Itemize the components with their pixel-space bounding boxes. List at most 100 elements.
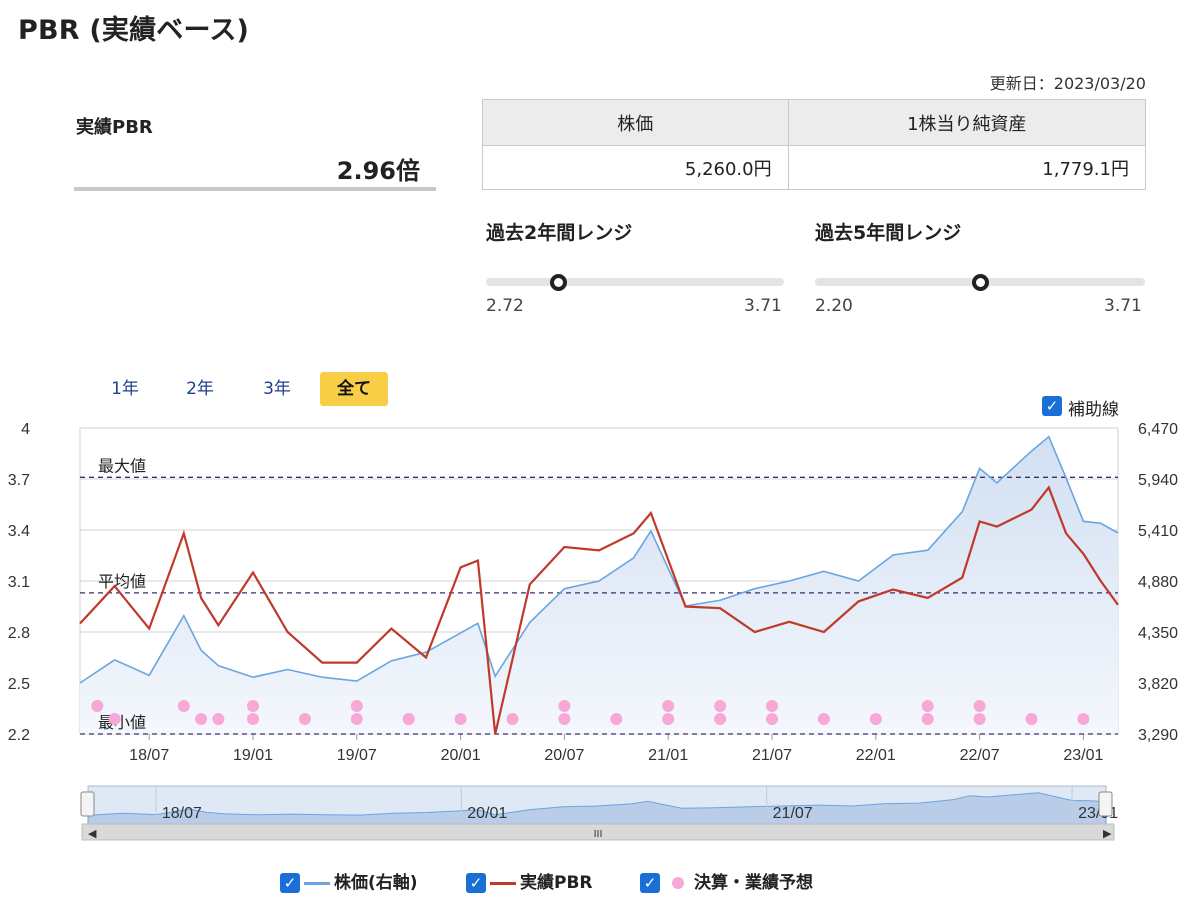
y-left-tick: 2.8 <box>8 625 30 642</box>
y-left-tick: 4 <box>21 421 30 438</box>
updated-date: 更新日：2023/03/20 <box>989 74 1146 93</box>
reference-line-label: 最小値 <box>98 713 146 732</box>
y-left-tick: 2.5 <box>8 676 30 693</box>
series-lines <box>79 435 1119 735</box>
event-dot <box>817 713 830 725</box>
aux-lines-checkbox[interactable]: ✓ <box>1042 395 1062 416</box>
event-dot <box>662 700 675 712</box>
pbr-label: 実績PBR <box>76 117 153 138</box>
event-dot <box>558 700 571 712</box>
stock-price-value: 5,260.0円 <box>482 145 789 190</box>
legend-pbr-swatch <box>490 881 516 885</box>
event-dot <box>298 713 311 725</box>
event-dot <box>247 713 259 725</box>
event-dot <box>247 700 259 712</box>
period-button-3y[interactable]: 3年 <box>263 379 291 399</box>
price-area-fill <box>80 436 1118 734</box>
check-icon: ✓ <box>640 873 660 893</box>
period-button-all[interactable]: 全て <box>320 372 388 406</box>
price-bps-table: 株価 1株当り純資産 5,260.0円 1,779.1円 <box>482 99 1147 190</box>
y-right-tick: 4,350 <box>1138 625 1178 642</box>
event-dot <box>350 700 363 712</box>
event-dot <box>662 713 675 725</box>
event-dot <box>921 713 934 725</box>
legend-events[interactable]: ✓ 決算・業績予想 <box>640 868 813 893</box>
range-5y-title: 過去5年間レンジ <box>815 222 962 244</box>
x-tick-label: 22/01 <box>856 747 896 764</box>
event-dot <box>714 700 727 712</box>
legend-events-swatch <box>672 877 684 889</box>
x-tick-label: 21/01 <box>648 747 688 764</box>
y-right-tick: 5,940 <box>1138 472 1178 489</box>
bps-header: 1株当り純資産 <box>787 99 1147 146</box>
event-dot <box>212 713 225 725</box>
event-dot <box>91 700 104 712</box>
legend-price[interactable]: ✓ 株価(右軸) <box>280 868 418 893</box>
event-dot <box>195 713 208 725</box>
range-2y-title: 過去2年間レンジ <box>486 222 633 244</box>
aux-lines-label: 補助線 <box>1068 400 1119 420</box>
range-2y-track <box>486 278 784 286</box>
check-icon: ✓ <box>466 873 486 893</box>
navigator-series <box>87 792 1107 825</box>
axis-labels: 4 6,470 3.7 5,940 3.4 5,410 3.1 4,880 2.8 4,350 2.… <box>8 421 1178 764</box>
event-dot <box>714 713 727 725</box>
pbr-divider <box>74 187 436 191</box>
y-left-tick: 3.4 <box>8 523 30 540</box>
event-dot <box>558 713 571 725</box>
event-dot <box>610 713 623 725</box>
event-dot <box>1025 713 1038 725</box>
reference-line-label: 平均値 <box>98 572 146 591</box>
x-tick-label: 22/07 <box>960 747 1000 764</box>
event-dot <box>108 713 121 725</box>
event-dot <box>177 700 190 712</box>
reference-line-label: 最大値 <box>98 456 146 475</box>
navigator-scrollbar[interactable] <box>81 823 1115 841</box>
event-dot <box>1077 713 1090 725</box>
x-tick-label: 19/07 <box>337 747 377 764</box>
event-dot <box>766 713 778 725</box>
legend-events-label: 決算・業績予想 <box>694 873 813 893</box>
event-dot <box>402 713 415 725</box>
y-right-tick: 5,410 <box>1138 523 1178 540</box>
event-dot <box>454 713 467 725</box>
range-5y-marker <box>972 274 989 291</box>
price-line <box>79 435 1119 684</box>
price-area <box>80 436 1118 734</box>
range-5y-low: 2.20 <box>815 296 853 316</box>
event-dot <box>766 700 778 712</box>
scroll-left-icon: ◀ <box>88 827 97 840</box>
pbr-line <box>79 485 1119 735</box>
y-left-tick: 2.2 <box>8 727 30 744</box>
scroll-right-icon: ▶ <box>1103 827 1112 840</box>
x-tick-label: 21/07 <box>752 747 792 764</box>
legend-pbr[interactable]: ✓ 実績PBR <box>466 868 593 893</box>
x-tick-label: 18/07 <box>129 747 169 764</box>
y-right-tick: 3,290 <box>1138 727 1178 744</box>
navigator-label: 21/07 <box>773 805 813 822</box>
y-right-tick: 6,470 <box>1138 421 1178 438</box>
navigator-left-handle[interactable] <box>80 791 95 817</box>
y-right-tick: 3,820 <box>1138 676 1178 693</box>
event-dot <box>973 700 986 712</box>
navigator-right-handle[interactable] <box>1098 791 1113 817</box>
pbr-value: 2.96倍 <box>336 157 420 185</box>
period-button-2y[interactable]: 2年 <box>186 379 214 399</box>
check-icon: ✓ <box>1042 395 1062 416</box>
page-title: PBR (実績ベース) <box>18 15 250 46</box>
scroll-thumb-icon: III <box>594 829 603 840</box>
range-2y-marker <box>549 274 567 291</box>
event-dot <box>973 713 986 725</box>
legend-price-label: 株価(右軸) <box>334 873 418 893</box>
period-button-1y[interactable]: 1年 <box>111 379 139 399</box>
event-dot <box>921 700 934 712</box>
x-tick-label: 23/01 <box>1063 747 1103 764</box>
event-dot <box>350 713 363 725</box>
range-2y-low: 2.72 <box>486 296 524 316</box>
navigator-label: 18/07 <box>162 805 202 822</box>
event-dots <box>91 700 1090 725</box>
legend-pbr-label: 実績PBR <box>520 873 593 893</box>
x-tick-label: 20/07 <box>544 747 584 764</box>
